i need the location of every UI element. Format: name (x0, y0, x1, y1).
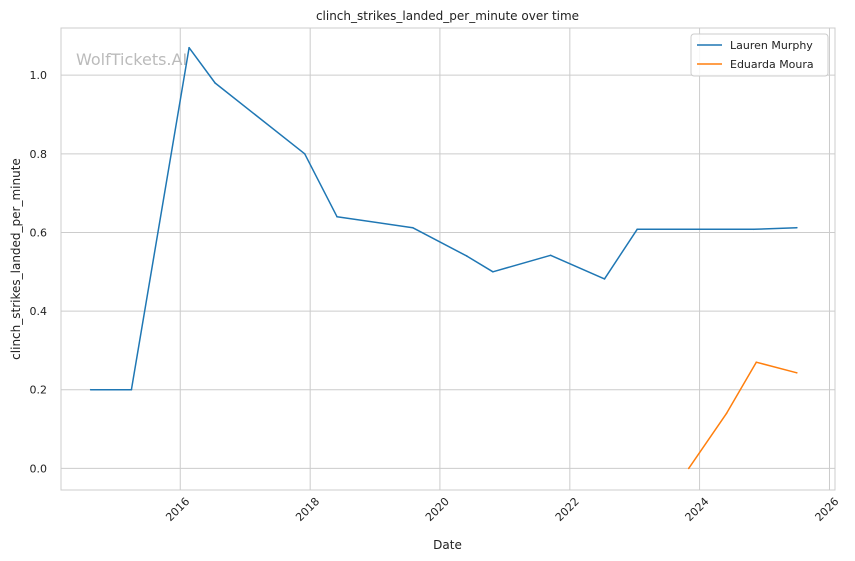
x-axis-label: Date (433, 538, 462, 552)
series-line-eduarda-moura (688, 361, 797, 469)
y-tick-label: 0.8 (30, 148, 48, 161)
data-point-lauren-murphy (89, 388, 92, 391)
data-point-eduarda-moura (755, 361, 758, 364)
legend-label-lauren-murphy: Lauren Murphy (730, 39, 813, 52)
legend: Lauren Murphy Eduarda Moura (690, 33, 829, 77)
data-point-lauren-murphy (753, 228, 755, 231)
data-point-eduarda-moura (796, 372, 798, 374)
data-point-lauren-murphy (336, 215, 338, 218)
data-point-lauren-murphy (549, 254, 552, 257)
data-point-lauren-murphy (303, 153, 306, 155)
data-point-eduarda-moura (687, 467, 690, 470)
grid (61, 28, 835, 490)
series-layer (89, 46, 798, 470)
y-axis-label: clinch_strikes_landed_per_minute (9, 158, 23, 360)
y-tick-label: 1.0 (30, 69, 48, 82)
chart-title: clinch_strikes_landed_per_minute over ti… (316, 9, 579, 23)
plot-frame (60, 27, 836, 491)
legend-box (690, 33, 829, 77)
legend-label-eduarda-moura: Eduarda Moura (730, 58, 814, 71)
data-point-lauren-murphy (130, 388, 133, 391)
data-point-lauren-murphy (466, 255, 468, 257)
data-point-lauren-murphy (411, 226, 414, 229)
data-point-lauren-murphy (188, 46, 190, 49)
y-tick-label: 0.4 (30, 305, 48, 318)
y-tick-label: 0.0 (30, 462, 48, 475)
y-tick-label: 0.2 (30, 384, 48, 397)
series-line-lauren-murphy (90, 46, 797, 391)
data-point-lauren-murphy (603, 278, 606, 280)
data-point-lauren-murphy (214, 82, 216, 84)
data-point-eduarda-moura (725, 412, 728, 415)
y-tick-label: 0.6 (30, 226, 48, 239)
data-point-lauren-murphy (492, 271, 494, 273)
y-axis-ticks: 0.0 0.2 0.4 0.6 0.8 1.0 (30, 69, 48, 475)
watermark-text: WolfTickets.AI (76, 50, 187, 69)
data-point-lauren-murphy (636, 228, 638, 231)
data-point-lauren-murphy (796, 226, 798, 229)
